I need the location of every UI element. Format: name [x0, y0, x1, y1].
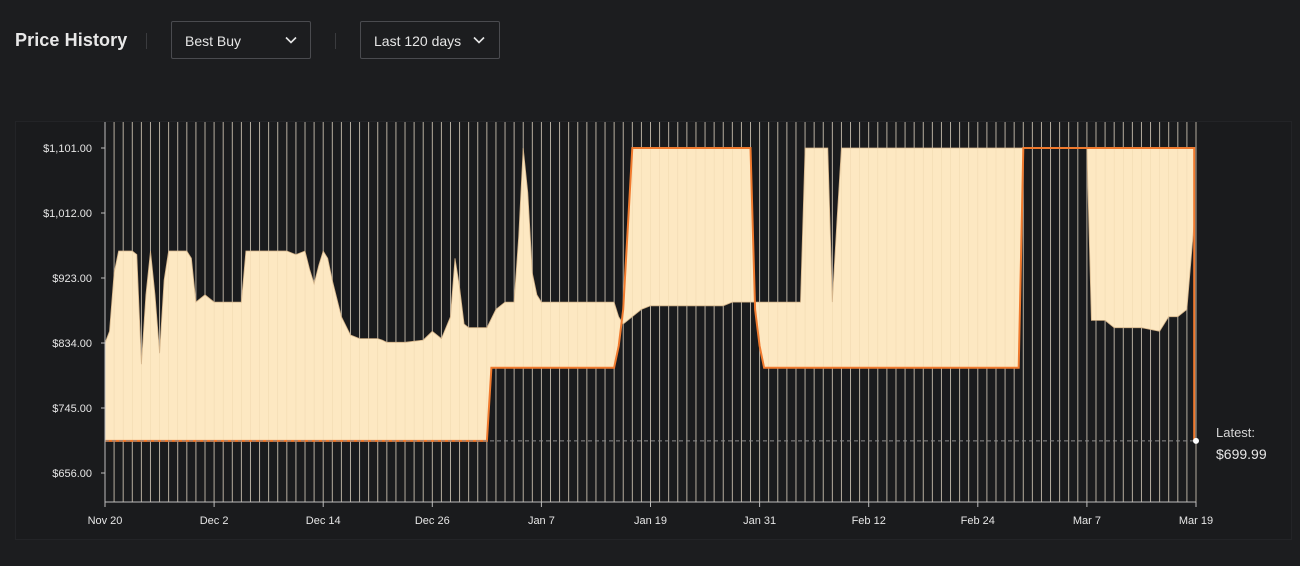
y-tick-label: $1,012.00 [43, 208, 92, 220]
x-tick-label: Jan 31 [743, 515, 776, 527]
x-tick-label: Dec 2 [200, 515, 229, 527]
highest-price-line [104, 147, 1195, 441]
range-select[interactable]: Last 120 days [360, 21, 500, 59]
x-tick-label: Dec 14 [306, 515, 341, 527]
x-tick-label: Jan 7 [528, 515, 555, 527]
x-tick-label: Jan 19 [634, 515, 667, 527]
grid-lines-overlay [104, 122, 1197, 502]
latest-label: Latest: [1216, 425, 1255, 440]
x-tick-label: Feb 12 [852, 515, 886, 527]
retailer-select[interactable]: Best Buy [171, 21, 311, 59]
divider [146, 33, 147, 49]
y-tick-label: $923.00 [52, 273, 92, 285]
x-tick-label: Mar 7 [1073, 515, 1101, 527]
chevron-down-icon [285, 36, 297, 44]
range-select-value: Last 120 days [374, 33, 462, 49]
y-tick-label: $656.00 [52, 468, 92, 480]
retailer-select-value: Best Buy [185, 33, 242, 49]
y-axis: $656.00 $745.00 $834.00 $923.00 $1,012.00 $1,… [43, 122, 106, 502]
y-tick-label: $745.00 [52, 403, 92, 415]
x-tick-label: Feb 24 [961, 515, 995, 527]
x-axis: Nov 20 Dec 2 Dec 14 Dec 26 Jan 7 Jan 19 Jan 31… [88, 501, 1213, 527]
lowest-price-line [105, 147, 1196, 442]
y-tick-label: $834.00 [52, 338, 92, 350]
latest-value: $699.99 [1216, 446, 1267, 462]
page-title: Price History [15, 30, 128, 50]
latest-price-marker[interactable] [1193, 437, 1199, 444]
page-header: Price History Best Buy Last 120 days [0, 0, 1300, 80]
x-tick-label: Dec 26 [415, 515, 450, 527]
y-tick-label: $1,101.00 [43, 143, 92, 155]
x-tick-label: Nov 20 [88, 515, 123, 527]
divider [335, 33, 336, 49]
chevron-down-icon [473, 36, 485, 44]
x-tick-label: Mar 19 [1179, 515, 1213, 527]
